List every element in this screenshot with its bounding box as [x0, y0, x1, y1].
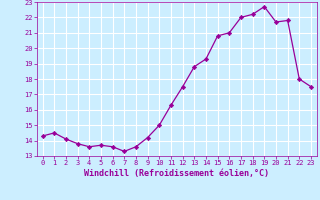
- X-axis label: Windchill (Refroidissement éolien,°C): Windchill (Refroidissement éolien,°C): [84, 169, 269, 178]
